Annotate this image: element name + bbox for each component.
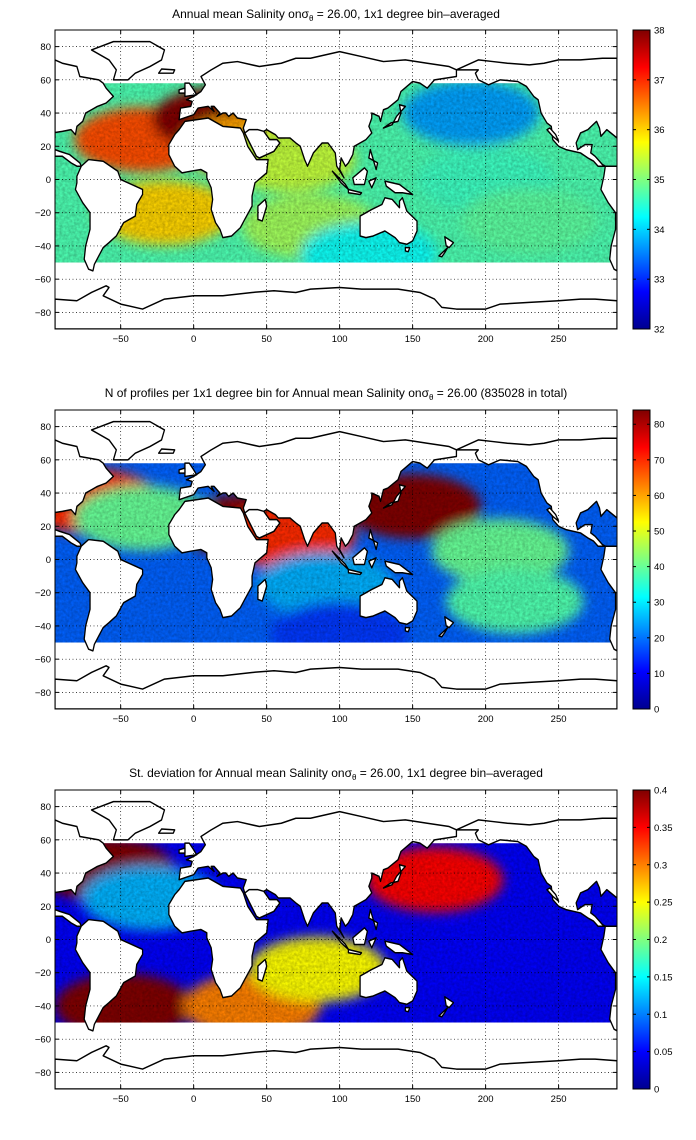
colorbar-tick-label: 38 [654,26,665,37]
y-tick-label: 40 [40,869,51,880]
colorbar-tick-label: 40 [654,562,665,573]
colorbar-tick-label: 0.3 [654,860,667,871]
colorbar-tick-label: 70 [654,455,665,466]
y-tick-label: 80 [40,802,51,813]
y-tick-label: −80 [35,1068,51,1079]
x-tick-label: 150 [405,1094,421,1105]
y-tick-label: −40 [35,621,51,632]
x-tick-label: 250 [551,334,567,345]
x-tick-label: −50 [113,1094,129,1105]
x-tick-label: 150 [405,714,421,725]
x-tick-label: 150 [405,334,421,345]
map-field [55,410,617,709]
chart-1: −50 0 50 100 150 200 250806040200−20−40−60−80A… [35,7,665,345]
colorbar-tick-label: 34 [654,225,665,236]
colorbar-tick-label: 60 [654,491,665,502]
colorbar-tick-label: 0.1 [654,1010,667,1021]
chart-title: St. deviation for Annual mean Salinity o… [129,766,543,782]
colorbar [632,409,651,710]
x-tick-label: 250 [551,1094,567,1105]
chart-layer: −50 0 50 100 150 200 250806040200−20−40−60−80A… [35,7,673,1105]
y-tick-label: 60 [40,455,51,466]
x-tick-label: 0 [191,1094,196,1105]
y-tick-label: 40 [40,489,51,500]
y-tick-label: −80 [35,688,51,699]
colorbar-tick-label: 35 [654,175,665,186]
x-tick-label: 200 [478,334,494,345]
colorbar-tick-label: 80 [654,420,665,431]
x-tick-label: 100 [332,1094,348,1105]
x-tick-label: 250 [551,714,567,725]
colorbar-tick-label: 0.25 [654,898,673,909]
colorbar-tick-label: 37 [654,75,665,86]
colorbar-tick-label: 0 [654,705,659,716]
y-tick-label: 0 [46,935,51,946]
y-tick-label: −20 [35,208,51,219]
chart-3: −50 0 50 100 150 200 250806040200−20−40−60−80S… [35,766,673,1105]
colorbar-tick-label: 36 [654,125,665,136]
grid [55,410,617,709]
colorbar-tick-label: 33 [654,275,665,286]
y-tick-label: −40 [35,1001,51,1012]
y-tick-label: −80 [35,308,51,319]
colorbar-tick-label: 0.15 [654,972,673,983]
chart-title: Annual mean Salinity onσθ = 26.00, 1x1 d… [172,7,500,23]
y-tick-label: 80 [40,422,51,433]
colorbar-tick-label: 30 [654,598,665,609]
colorbar-tick-label: 20 [654,633,665,644]
x-tick-label: 200 [478,1094,494,1105]
y-tick-label: 20 [40,522,51,533]
grid [55,30,617,329]
x-tick-label: 200 [478,714,494,725]
colorbar-tick-label: 0.35 [654,823,673,834]
y-tick-label: 0 [46,555,51,566]
map-field [55,790,617,1089]
chart-title: N of profiles per 1x1 degree bin for Ann… [105,386,567,402]
x-tick-label: 50 [261,714,272,725]
y-tick-label: −60 [35,655,51,666]
y-tick-label: 60 [40,75,51,86]
x-tick-label: 100 [332,714,348,725]
y-tick-label: 40 [40,109,51,120]
y-tick-label: 20 [40,902,51,913]
colorbar-tick-label: 0 [654,1085,659,1096]
colorbar-tick-label: 10 [654,669,665,680]
y-tick-label: −20 [35,588,51,599]
x-tick-label: −50 [113,334,129,345]
x-tick-label: 50 [261,1094,272,1105]
y-tick-label: 0 [46,175,51,186]
y-tick-label: −60 [35,275,51,286]
map-field [55,30,617,329]
y-tick-label: −20 [35,968,51,979]
y-tick-label: −40 [35,241,51,252]
x-tick-label: 0 [191,714,196,725]
y-tick-label: 60 [40,835,51,846]
x-tick-label: 50 [261,334,272,345]
colorbar-tick-label: 50 [654,527,665,538]
x-tick-label: 0 [191,334,196,345]
colorbar-tick-label: 0.4 [654,786,667,797]
colorbar-tick-label: 0.05 [654,1047,673,1058]
x-tick-label: −50 [113,714,129,725]
y-tick-label: 80 [40,42,51,53]
grid [55,790,617,1089]
y-tick-label: 20 [40,142,51,153]
x-tick-label: 100 [332,334,348,345]
colorbar-tick-label: 32 [654,325,665,336]
colorbar-tick-label: 0.2 [654,935,667,946]
y-tick-label: −60 [35,1035,51,1046]
chart-2: −50 0 50 100 150 200 250806040200−20−40−60−80N… [35,386,665,725]
